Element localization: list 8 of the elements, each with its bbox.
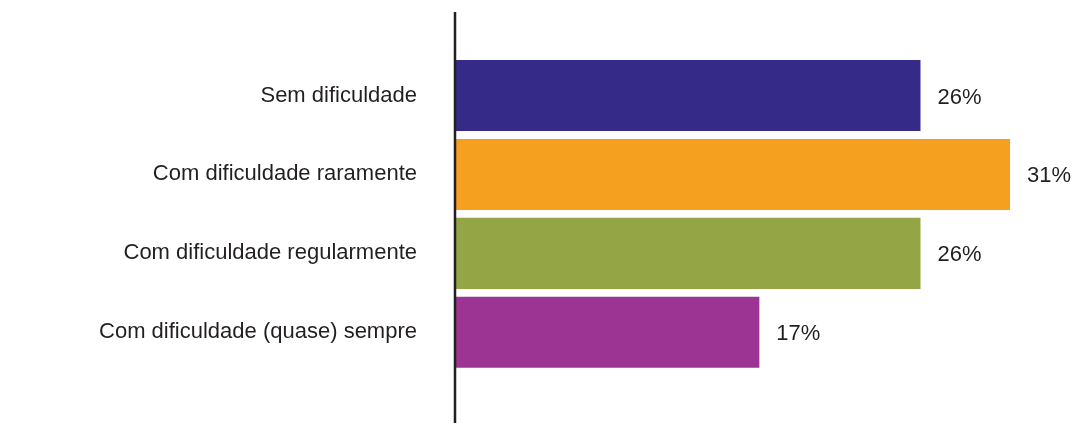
y-tick-label: Com dificuldade regularmente <box>123 239 417 265</box>
data-label: 26% <box>937 241 982 267</box>
data-label: 31% <box>1027 162 1072 188</box>
data-label: 17% <box>776 320 821 346</box>
data-label: 26% <box>937 83 982 109</box>
y-tick-label: Sem dificuldade <box>260 81 417 107</box>
y-tick-label: Com dificuldade (quase) sempre <box>99 318 417 344</box>
y-tick-label: Com dificuldade raramente <box>152 160 417 186</box>
